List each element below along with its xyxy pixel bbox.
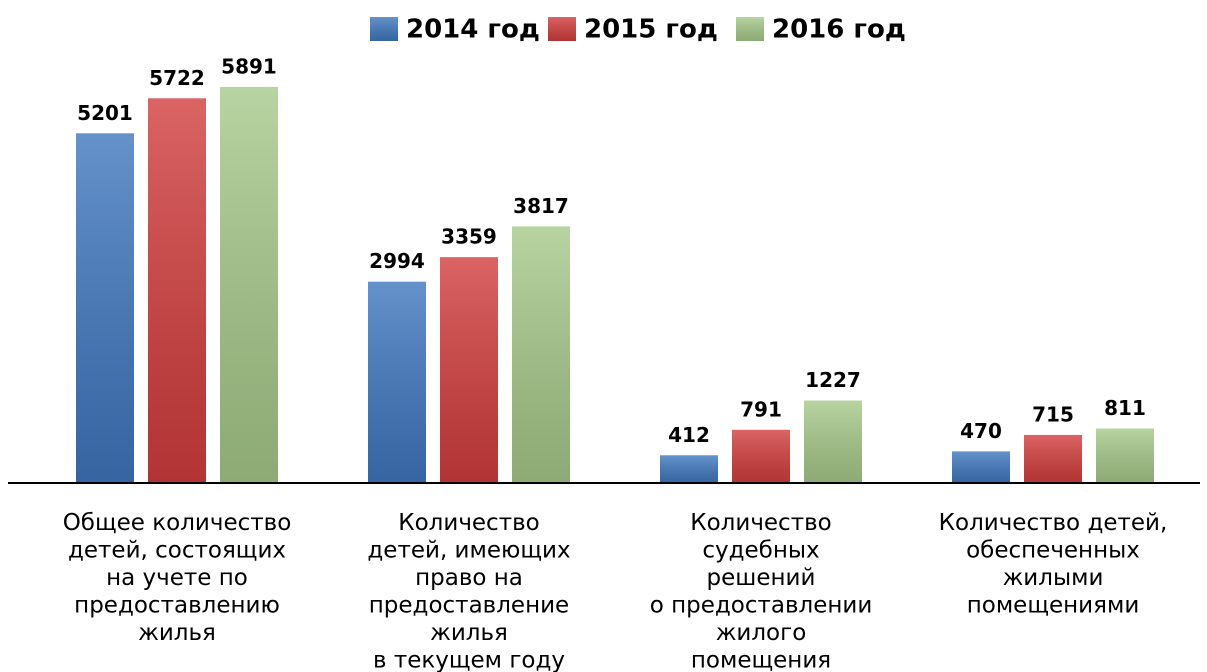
bar-shade (76, 133, 134, 483)
legend-label: 2014 год (406, 15, 540, 45)
bar-shade (512, 226, 570, 483)
value-label: 412 (668, 423, 710, 447)
value-label: 3817 (513, 194, 569, 218)
value-label: 1227 (805, 368, 861, 392)
x-tick-label-line: жилья (138, 620, 216, 646)
x-tick-label: Количество детей, обеспеченных жилыми помещ… (939, 510, 1168, 619)
bar-shade (660, 455, 718, 483)
x-tick-label-line: предоставление (369, 592, 569, 618)
x-tick-label-line: в текущем году (373, 647, 565, 672)
value-label: 5891 (221, 54, 277, 78)
x-tick-label-line: решений (707, 565, 816, 591)
value-label: 715 (1032, 402, 1074, 426)
legend-label: 2016 год (772, 15, 906, 45)
x-tick-label: Общее количество детей, состоящих на учете… (63, 510, 292, 646)
x-tick-label-line: помещения (691, 647, 831, 672)
x-tick-label: Количество детей, имеющих право на предоста… (367, 510, 570, 672)
bar-shade (148, 98, 206, 483)
legend-label: 2015 год (584, 15, 718, 45)
bar-shade (804, 400, 862, 483)
value-label: 791 (740, 397, 782, 421)
bar-shade (952, 451, 1010, 483)
x-tick-label-line: судебных (702, 537, 819, 563)
value-label: 470 (960, 419, 1002, 443)
x-tick-label-line: о предоставлении (650, 592, 873, 618)
x-tick-label-line: Количество детей, (939, 510, 1168, 536)
legend-swatch-shade (370, 17, 398, 41)
x-tick-label-line: жилого (716, 620, 807, 646)
legend-swatch-shade (548, 17, 576, 41)
value-label: 2994 (369, 249, 425, 273)
value-label: 5201 (77, 101, 133, 125)
legend-swatch-shade (736, 17, 764, 41)
x-tick-label-line: жилыми (1003, 565, 1104, 591)
value-label: 5722 (149, 66, 205, 90)
x-tick-label-line: предоставлению (74, 592, 280, 618)
bar-shade (368, 281, 426, 483)
x-tick-label-line: жилья (430, 620, 508, 646)
bar-shade (732, 429, 790, 483)
x-tick-label-line: Общее количество (63, 510, 292, 536)
x-tick-label-line: Количество (690, 510, 831, 536)
x-tick-label-line: детей, имеющих (367, 537, 570, 563)
x-tick-label: Количество судебных решений о предоставлени… (650, 510, 873, 672)
bar-shade (440, 257, 498, 483)
x-tick-label-line: обеспеченных (966, 537, 1140, 563)
value-label: 811 (1104, 396, 1146, 420)
bar-shade (220, 86, 278, 483)
x-tick-label-line: право на (415, 565, 523, 591)
x-tick-label-line: помещениями (967, 592, 1140, 618)
bar-shade (1096, 428, 1154, 483)
x-tick-label-line: Количество (398, 510, 539, 536)
value-label: 3359 (441, 225, 497, 249)
x-tick-label-line: на учете по (106, 565, 248, 591)
bar-shade (1024, 434, 1082, 483)
x-tick-label-line: детей, состоящих (68, 537, 286, 563)
